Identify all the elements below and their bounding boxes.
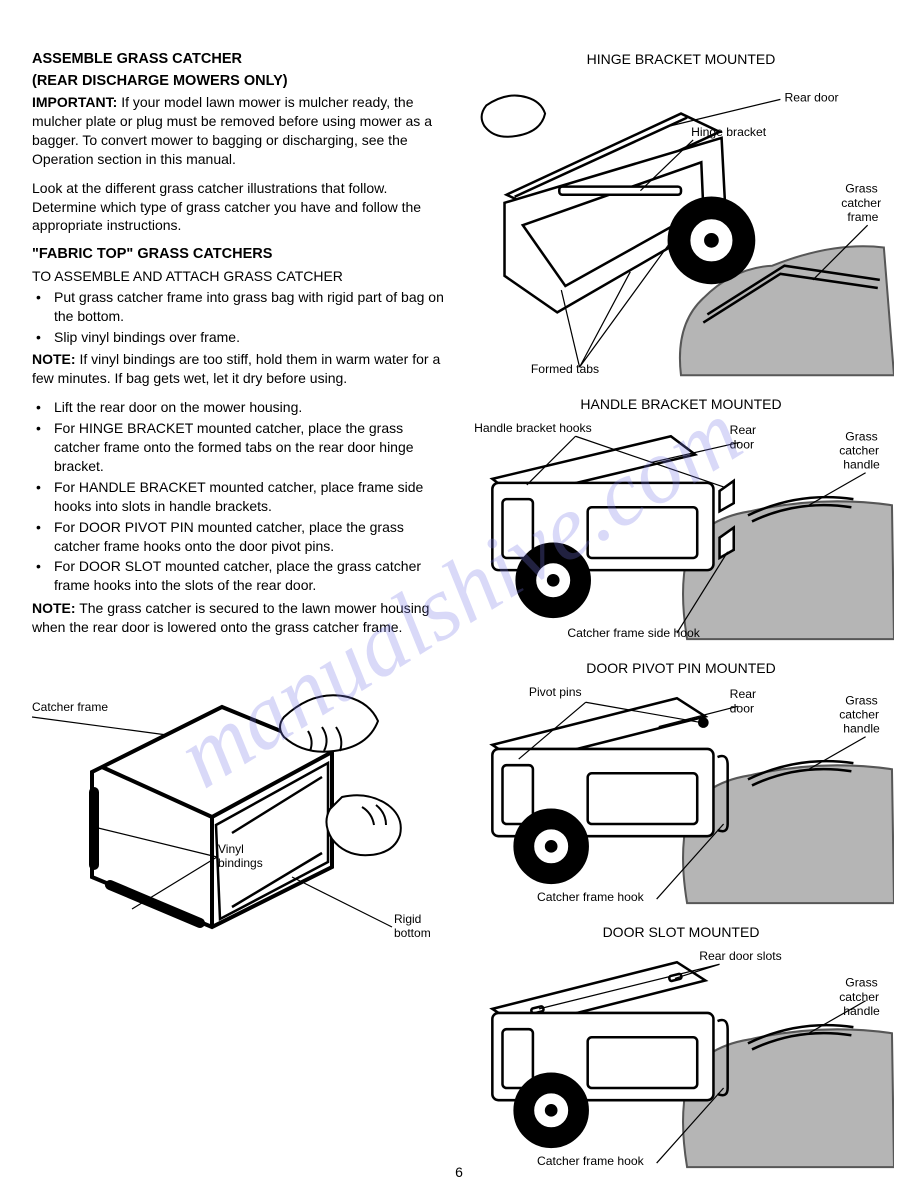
label-frame: frame — [847, 210, 878, 224]
label-rear-door-slots: Rear door slots — [699, 949, 781, 963]
label-formed-tabs: Formed tabs — [531, 362, 599, 376]
diagram-title: DOOR SLOT MOUNTED — [468, 923, 894, 942]
note-text: If vinyl bindings are too stiff, hold th… — [32, 351, 440, 386]
diagram-hinge-bracket: HINGE BRACKET MOUNTED — [468, 50, 894, 377]
diagram-title: DOOR PIVOT PIN MOUNTED — [468, 659, 894, 678]
label-handle: handle — [843, 1004, 880, 1018]
bullet-item: Slip vinyl bindings over frame. — [50, 328, 452, 347]
note-2: NOTE: The grass catcher is secured to th… — [32, 599, 452, 637]
label-catcher: catcher — [839, 990, 879, 1004]
left-column: ASSEMBLE GRASS CATCHER (REAR DISCHARGE M… — [32, 50, 452, 1168]
door-pivot-pin-svg: Pivot pins Rear door Grass catcher handl… — [468, 682, 894, 905]
note-1: NOTE: If vinyl bindings are too stiff, h… — [32, 350, 452, 388]
label-door: door — [730, 437, 754, 451]
label-side-hook: Catcher frame side hook — [567, 626, 700, 640]
label-frame-hook: Catcher frame hook — [537, 890, 645, 904]
diagram-title: HANDLE BRACKET MOUNTED — [468, 395, 894, 414]
label-rear: Rear — [730, 687, 756, 701]
door-slot-svg: Rear door slots Grass catcher handle Cat… — [468, 946, 894, 1169]
label-bottom: bottom — [394, 926, 431, 940]
intro-paragraph: Look at the different grass catcher illu… — [32, 179, 452, 236]
label-door: door — [730, 702, 754, 716]
bullet-item: Put grass catcher frame into grass bag w… — [50, 288, 452, 326]
bullet-item: For DOOR SLOT mounted catcher, place the… — [50, 557, 452, 595]
handle-bracket-svg: Handle bracket hooks Rear door Grass cat… — [468, 418, 894, 641]
label-vinyl: Vinyl — [218, 842, 244, 856]
label-bindings: bindings — [218, 856, 263, 870]
label-rear-door: Rear door — [784, 90, 838, 104]
left-diagram: Catcher frame Vinyl bindings Rigid botto… — [32, 657, 452, 987]
label-rear: Rear — [730, 423, 756, 437]
diagram-door-slot: DOOR SLOT MOUNTED — [468, 923, 894, 1169]
bullet-item: For HINGE BRACKET mounted catcher, place… — [50, 419, 452, 476]
page-columns: ASSEMBLE GRASS CATCHER (REAR DISCHARGE M… — [32, 50, 894, 1168]
catcher-frame-diagram: Catcher frame Vinyl bindings Rigid botto… — [32, 657, 452, 987]
page-number: 6 — [455, 1163, 463, 1182]
label-pivot-pins: Pivot pins — [529, 685, 582, 699]
bullet-item: For DOOR PIVOT PIN mounted catcher, plac… — [50, 518, 452, 556]
label-catcher: catcher — [839, 708, 879, 722]
diagram-handle-bracket: HANDLE BRACKET MOUNTED — [468, 395, 894, 641]
note-label: NOTE: — [32, 351, 76, 367]
assemble-subheading: TO ASSEMBLE AND ATTACH GRASS CATCHER — [32, 267, 452, 286]
section-heading-line2: (REAR DISCHARGE MOWERS ONLY) — [32, 72, 452, 92]
diagram-title: HINGE BRACKET MOUNTED — [468, 50, 894, 69]
bullets-group-2: Lift the rear door on the mower housing.… — [32, 398, 452, 595]
right-column: HINGE BRACKET MOUNTED — [468, 50, 894, 1168]
note-text: The grass catcher is secured to the lawn… — [32, 600, 429, 635]
label-grass: Grass — [845, 429, 877, 443]
section-heading-line1: ASSEMBLE GRASS CATCHER — [32, 50, 452, 70]
bullet-item: Lift the rear door on the mower housing. — [50, 398, 452, 417]
label-catcher: catcher — [839, 444, 879, 458]
label-grass: Grass — [845, 976, 877, 990]
note-label: NOTE: — [32, 600, 76, 616]
bullets-group-1: Put grass catcher frame into grass bag w… — [32, 288, 452, 347]
hinge-bracket-svg: Rear door Hinge bracket Grass catcher fr… — [468, 73, 894, 377]
label-catcher-frame: Catcher frame — [32, 700, 108, 714]
label-frame-hook: Catcher frame hook — [537, 1154, 645, 1168]
label-hinge-bracket: Hinge bracket — [691, 125, 767, 139]
label-grass: Grass — [845, 693, 877, 707]
label-catcher: catcher — [841, 196, 881, 210]
label-rigid: Rigid — [394, 912, 421, 926]
important-label: IMPORTANT: — [32, 94, 117, 110]
label-handle-hooks: Handle bracket hooks — [474, 421, 592, 435]
label-grass: Grass — [845, 182, 877, 196]
label-handle: handle — [843, 458, 880, 472]
bullet-item: For HANDLE BRACKET mounted catcher, plac… — [50, 478, 452, 516]
label-handle: handle — [843, 722, 880, 736]
diagram-door-pivot-pin: DOOR PIVOT PIN MOUNTED — [468, 659, 894, 905]
fabric-top-heading: "FABRIC TOP" GRASS CATCHERS — [32, 245, 452, 265]
important-paragraph: IMPORTANT: If your model lawn mower is m… — [32, 93, 452, 169]
